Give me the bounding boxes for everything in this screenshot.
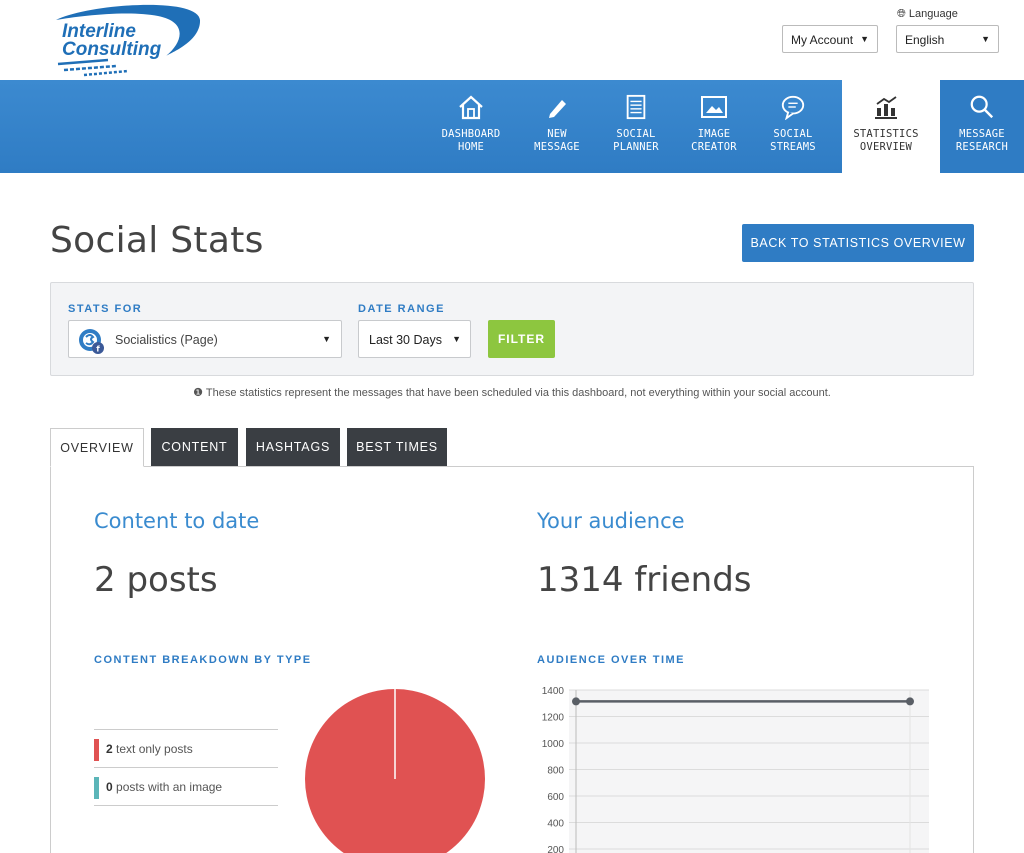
language-value: English xyxy=(905,33,945,47)
data-point xyxy=(906,697,914,706)
tab-hashtags[interactable]: HASHTAGS xyxy=(246,428,340,467)
filter-button[interactable]: FILTER xyxy=(488,320,555,358)
calendar-icon xyxy=(626,94,646,120)
date-range-select[interactable]: Last 30 Days ▼ xyxy=(358,320,471,358)
audience-over-time-heading: AUDIENCE OVER TIME xyxy=(537,654,686,666)
nav-label-line2: CREATOR xyxy=(691,141,737,153)
tab-overview[interactable]: OVERVIEW xyxy=(50,428,144,467)
magnifier-icon xyxy=(970,95,994,119)
nav-message-research[interactable]: MESSAGE RESEARCH xyxy=(930,80,1024,173)
y-tick-label: 1400 xyxy=(542,686,565,697)
nav-label-line1: MESSAGE xyxy=(959,128,1005,140)
logo-text-line1: Interline xyxy=(62,21,136,42)
stats-for-label: STATS FOR xyxy=(68,303,143,315)
nav-social-planner[interactable]: SOCIAL PLANNER xyxy=(600,80,672,173)
page-title: Social Stats xyxy=(50,220,264,261)
image-icon xyxy=(701,96,727,118)
nav-label-line1: NEW xyxy=(547,128,567,140)
nav-label-line2: PLANNER xyxy=(613,141,659,153)
audience-count: 1314 friends xyxy=(537,560,752,600)
legend-count: 2 xyxy=(106,742,113,756)
legend-label: text only posts xyxy=(116,742,193,756)
legend-divider xyxy=(94,805,278,806)
my-account-dropdown[interactable]: My Account ▼ xyxy=(782,25,878,53)
legend-swatch xyxy=(94,739,99,761)
nav-statistics-overview[interactable]: STATISTICS OVERVIEW xyxy=(842,80,930,173)
house-icon xyxy=(459,95,483,120)
y-tick-label: 1200 xyxy=(542,713,565,724)
data-point xyxy=(572,697,580,706)
nav-label-line1: IMAGE xyxy=(697,128,731,140)
date-range-value: Last 30 Days xyxy=(369,333,442,347)
legend-label: posts with an image xyxy=(116,780,223,794)
content-count: 2 posts xyxy=(94,560,218,600)
info-note: ❶ These statistics represent the message… xyxy=(0,386,1024,399)
nav-label-line2: MESSAGE xyxy=(534,141,580,153)
tab-content[interactable]: CONTENT xyxy=(151,428,238,467)
y-tick-label: 600 xyxy=(547,792,564,803)
nav-image-creator[interactable]: IMAGE CREATOR xyxy=(678,80,750,173)
info-icon: ❶ xyxy=(193,387,204,399)
nav-label-line2: STREAMS xyxy=(770,141,816,153)
svg-text:f: f xyxy=(96,345,100,354)
filter-panel: STATS FOR f Socialistics (Page) ▼ DATE R… xyxy=(50,282,974,376)
audience-line-chart: 1400 1200 1000 800 600 400 200 xyxy=(542,686,929,853)
language-label-text: Language xyxy=(908,8,958,20)
nav-label-line1: DASHBOARD xyxy=(441,128,501,140)
interline-logo[interactable]: Interline Consulting xyxy=(48,2,208,78)
nav-new-message[interactable]: NEW MESSAGE xyxy=(520,80,594,173)
content-breakdown-heading: CONTENT BREAKDOWN BY TYPE xyxy=(94,654,312,666)
logo-swoosh-icon xyxy=(56,4,201,77)
nav-label-line1: SOCIAL xyxy=(773,128,813,140)
chevron-down-icon: ▼ xyxy=(981,34,990,44)
date-range-label: DATE RANGE xyxy=(358,303,445,315)
plot-area xyxy=(569,690,929,853)
y-tick-label: 800 xyxy=(547,766,564,777)
my-account-label: My Account xyxy=(791,33,854,47)
content-to-date-heading: Content to date xyxy=(94,509,260,533)
legend-count: 0 xyxy=(106,780,113,794)
chevron-down-icon: ▼ xyxy=(452,334,461,344)
legend-swatch xyxy=(94,777,99,799)
nav-label-line2: OVERVIEW xyxy=(859,141,913,153)
nav-social-streams[interactable]: SOCIAL STREAMS xyxy=(757,80,829,173)
chevron-down-icon: ▼ xyxy=(322,334,331,344)
content-pie-chart xyxy=(305,689,485,853)
socialistics-facebook-icon: f xyxy=(79,329,104,354)
y-tick-label: 400 xyxy=(547,819,564,830)
nav-label-line1: SOCIAL xyxy=(616,128,656,140)
nav-label-line1: STATISTICS xyxy=(853,128,919,140)
back-to-statistics-button[interactable]: BACK TO STATISTICS OVERVIEW xyxy=(742,224,974,262)
legend-item-image-posts: 0 posts with an image xyxy=(94,767,278,805)
tab-best-times[interactable]: BEST TIMES xyxy=(347,428,447,467)
bar-chart-icon xyxy=(875,96,897,119)
nav-dashboard-home[interactable]: DASHBOARD HOME xyxy=(432,80,510,173)
y-tick-label: 200 xyxy=(547,845,564,853)
stats-for-select[interactable]: f Socialistics (Page) ▼ xyxy=(68,320,342,358)
globe-icon: 🌐︎ xyxy=(897,8,906,20)
info-note-text: These statistics represent the messages … xyxy=(205,387,831,399)
chevron-down-icon: ▼ xyxy=(860,34,869,44)
stats-for-value: Socialistics (Page) xyxy=(115,333,218,347)
your-audience-heading: Your audience xyxy=(537,509,685,533)
pencil-icon xyxy=(549,100,566,118)
language-label: 🌐︎ Language xyxy=(897,8,958,21)
logo-text-line2: Consulting xyxy=(62,39,162,60)
language-select[interactable]: English ▼ xyxy=(896,25,999,53)
top-bar: Interline Consulting My Account ▼ 🌐︎ Lan… xyxy=(0,0,1024,80)
main-nav: DASHBOARD HOME NEW MESSAGE SOCIAL PLANNE… xyxy=(0,80,1024,173)
y-tick-label: 1000 xyxy=(542,739,565,750)
chat-bubble-icon xyxy=(781,95,805,120)
legend-item-text-posts: 2 text only posts xyxy=(94,729,278,767)
nav-label-line2: HOME xyxy=(457,141,485,153)
nav-label-line2: RESEARCH xyxy=(955,141,1009,153)
